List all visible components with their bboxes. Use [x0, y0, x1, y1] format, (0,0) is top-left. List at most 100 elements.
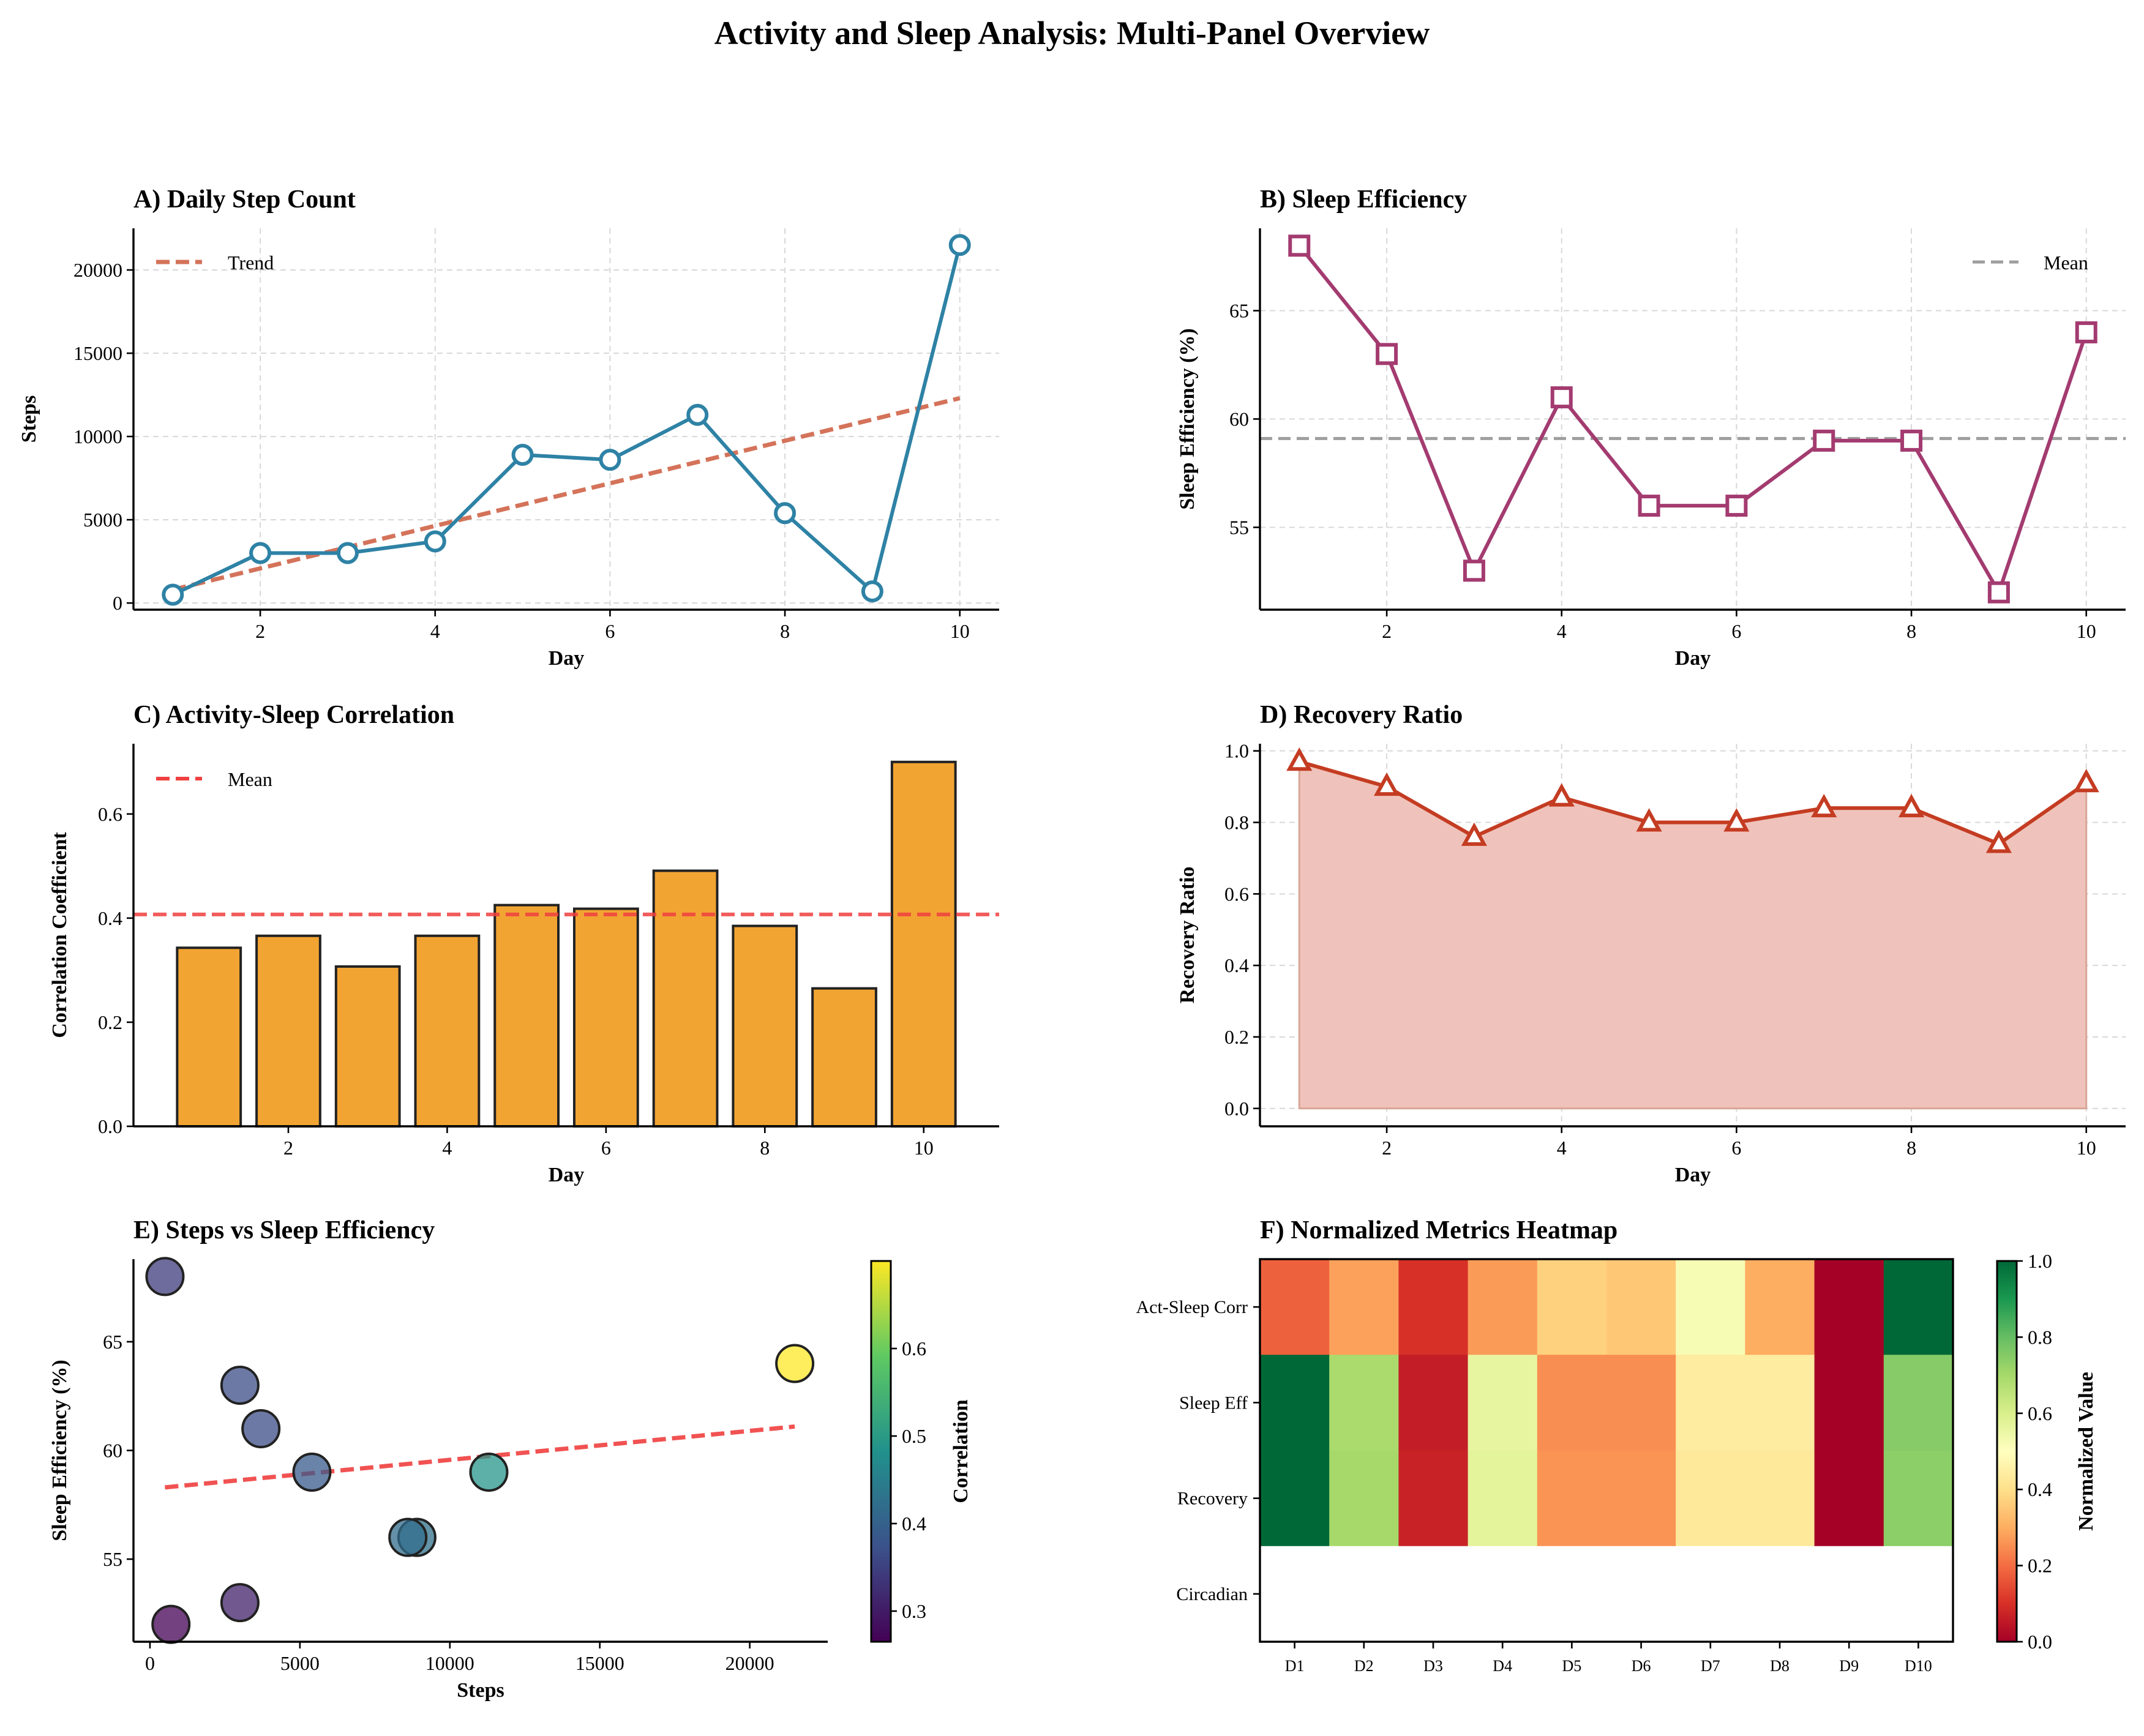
steps-point — [424, 530, 446, 553]
sleep-point — [1725, 495, 1748, 517]
colorbar-tick-label: 0.8 — [2028, 1326, 2052, 1348]
col-label: D4 — [1493, 1657, 1512, 1675]
y-tick-label: 65 — [1229, 300, 1249, 322]
x-tick-label: 6 — [605, 620, 615, 642]
heatmap-cell — [1260, 1259, 1330, 1355]
steps-point — [861, 580, 883, 603]
steps-point — [162, 583, 184, 606]
colorbar-gradient — [1996, 1260, 2018, 1643]
correlation-bar — [334, 965, 401, 1128]
x-tick-label: 6 — [1731, 620, 1741, 642]
heatmap-cell — [1329, 1450, 1399, 1547]
colorbar-tick-label: 0.5 — [902, 1425, 926, 1447]
colorbar-tick-label: 0.2 — [2028, 1555, 2052, 1577]
recovery-point — [2073, 769, 2099, 793]
trend-line — [172, 396, 961, 592]
row-label: Sleep Eff — [1179, 1393, 1248, 1413]
panels: 2 4 6 8 10 0 5000 10000 15000 20000 A) Daily Step … — [18, 185, 2126, 1702]
x-tick-label: 8 — [760, 1137, 770, 1159]
sleep-point — [1550, 386, 1573, 409]
x-tick-label: 10 — [914, 1137, 934, 1159]
steps-point — [336, 542, 359, 564]
colorbar-tick-label: 1.0 — [2028, 1250, 2052, 1272]
colorbar: 0.0 0.2 0.4 0.6 0.8 1.0 Normalized Value — [1996, 1250, 2097, 1653]
y-tick-label: 0.8 — [1224, 812, 1249, 834]
col-label: D3 — [1423, 1657, 1443, 1675]
y-tick-label: 10000 — [73, 425, 122, 447]
recovery-point — [1898, 793, 1925, 818]
recovery-point — [1461, 822, 1488, 846]
heatmap-cell — [1814, 1546, 1884, 1642]
heatmap-cell — [1537, 1546, 1607, 1642]
correlation-bar — [493, 904, 560, 1128]
heatmap-cell — [1745, 1450, 1815, 1547]
y-axis-label: Recovery Ratio — [1176, 867, 1199, 1004]
y-tick-label: 0.6 — [1224, 883, 1249, 905]
col-label: D7 — [1701, 1657, 1720, 1675]
panel-title: D) Recovery Ratio — [1260, 701, 1463, 729]
recovery-line — [1299, 760, 2088, 846]
recovery-point — [1985, 829, 2012, 853]
panel-title: A) Daily Step Count — [133, 185, 356, 214]
steps-point — [686, 403, 709, 426]
x-tick-label: 2 — [255, 620, 265, 642]
heatmap-cell — [1467, 1546, 1538, 1642]
steps-point — [249, 542, 272, 564]
recovery-point — [1548, 783, 1575, 807]
x-tick-label: 4 — [1557, 620, 1567, 642]
y-axis-label: Sleep Efficiency (%) — [1176, 328, 1199, 510]
row-label: Recovery — [1177, 1489, 1248, 1509]
heatmap-cell — [1329, 1355, 1399, 1451]
col-label: D1 — [1285, 1657, 1305, 1675]
x-tick-label: 6 — [1731, 1137, 1741, 1159]
x-tick-label: 2 — [1382, 1137, 1392, 1159]
panel-title: E) Steps vs Sleep Efficiency — [133, 1216, 435, 1244]
heatmap-cell — [1606, 1546, 1676, 1642]
x-axis-label: Day — [1675, 647, 1711, 670]
heatmap-cell — [1745, 1546, 1815, 1642]
y-axis-label: Correlation Coefficient — [48, 832, 71, 1038]
x-tick-label: 8 — [1906, 620, 1916, 642]
scatter-point — [220, 1365, 260, 1405]
heatmap-cell — [1537, 1355, 1607, 1451]
heatmap-cell — [1329, 1546, 1399, 1642]
heatmap-cell — [1883, 1546, 1954, 1642]
col-label: D6 — [1632, 1657, 1651, 1675]
y-tick-label: 0.6 — [98, 803, 122, 825]
y-tick-label: 65 — [103, 1331, 122, 1353]
heatmap-cell — [1676, 1450, 1745, 1547]
x-tick-label: 20000 — [725, 1652, 774, 1674]
heatmap-cell — [1398, 1546, 1469, 1642]
legend-trend-label: Trend — [228, 252, 274, 274]
panel-c: 2 4 6 8 10 0.0 0.2 0.4 0.6 C) Activity-Sleep Corr… — [48, 701, 999, 1186]
x-tick-label: 4 — [1557, 1137, 1567, 1159]
y-tick-label: 0.0 — [1224, 1098, 1249, 1120]
colorbar-label: Correlation — [950, 1399, 972, 1503]
scatter-point — [292, 1453, 332, 1492]
plot-area — [145, 1257, 815, 1644]
x-tick-label: 0 — [145, 1652, 155, 1674]
sleep-point — [1288, 234, 1311, 257]
heatmap-cell — [1537, 1259, 1607, 1355]
heatmap-frame — [1259, 1258, 1954, 1643]
x-tick-label: 10000 — [425, 1652, 474, 1674]
heatmap-cell — [1260, 1355, 1330, 1451]
heatmap-cell — [1329, 1259, 1399, 1355]
heatmap-cell — [1467, 1355, 1538, 1451]
y-tick-label: 60 — [1229, 408, 1249, 430]
x-tick-label: 8 — [1906, 1137, 1916, 1159]
col-label: D8 — [1770, 1657, 1790, 1675]
legend: Trend — [156, 252, 274, 274]
correlation-bar — [732, 924, 798, 1128]
plot-area — [162, 234, 971, 606]
heatmap-cell — [1398, 1259, 1469, 1355]
x-tick-label: 2 — [1382, 620, 1392, 642]
x-axis-label: Day — [549, 647, 585, 670]
col-label: D5 — [1562, 1657, 1582, 1675]
panel-title: F) Normalized Metrics Heatmap — [1260, 1216, 1617, 1244]
heatmap-cell — [1745, 1259, 1815, 1355]
heatmap-cell — [1676, 1355, 1745, 1451]
x-tick-label: 10 — [2077, 620, 2096, 642]
scatter-point — [469, 1453, 509, 1492]
colorbar-tick-label: 0.6 — [2028, 1402, 2052, 1424]
